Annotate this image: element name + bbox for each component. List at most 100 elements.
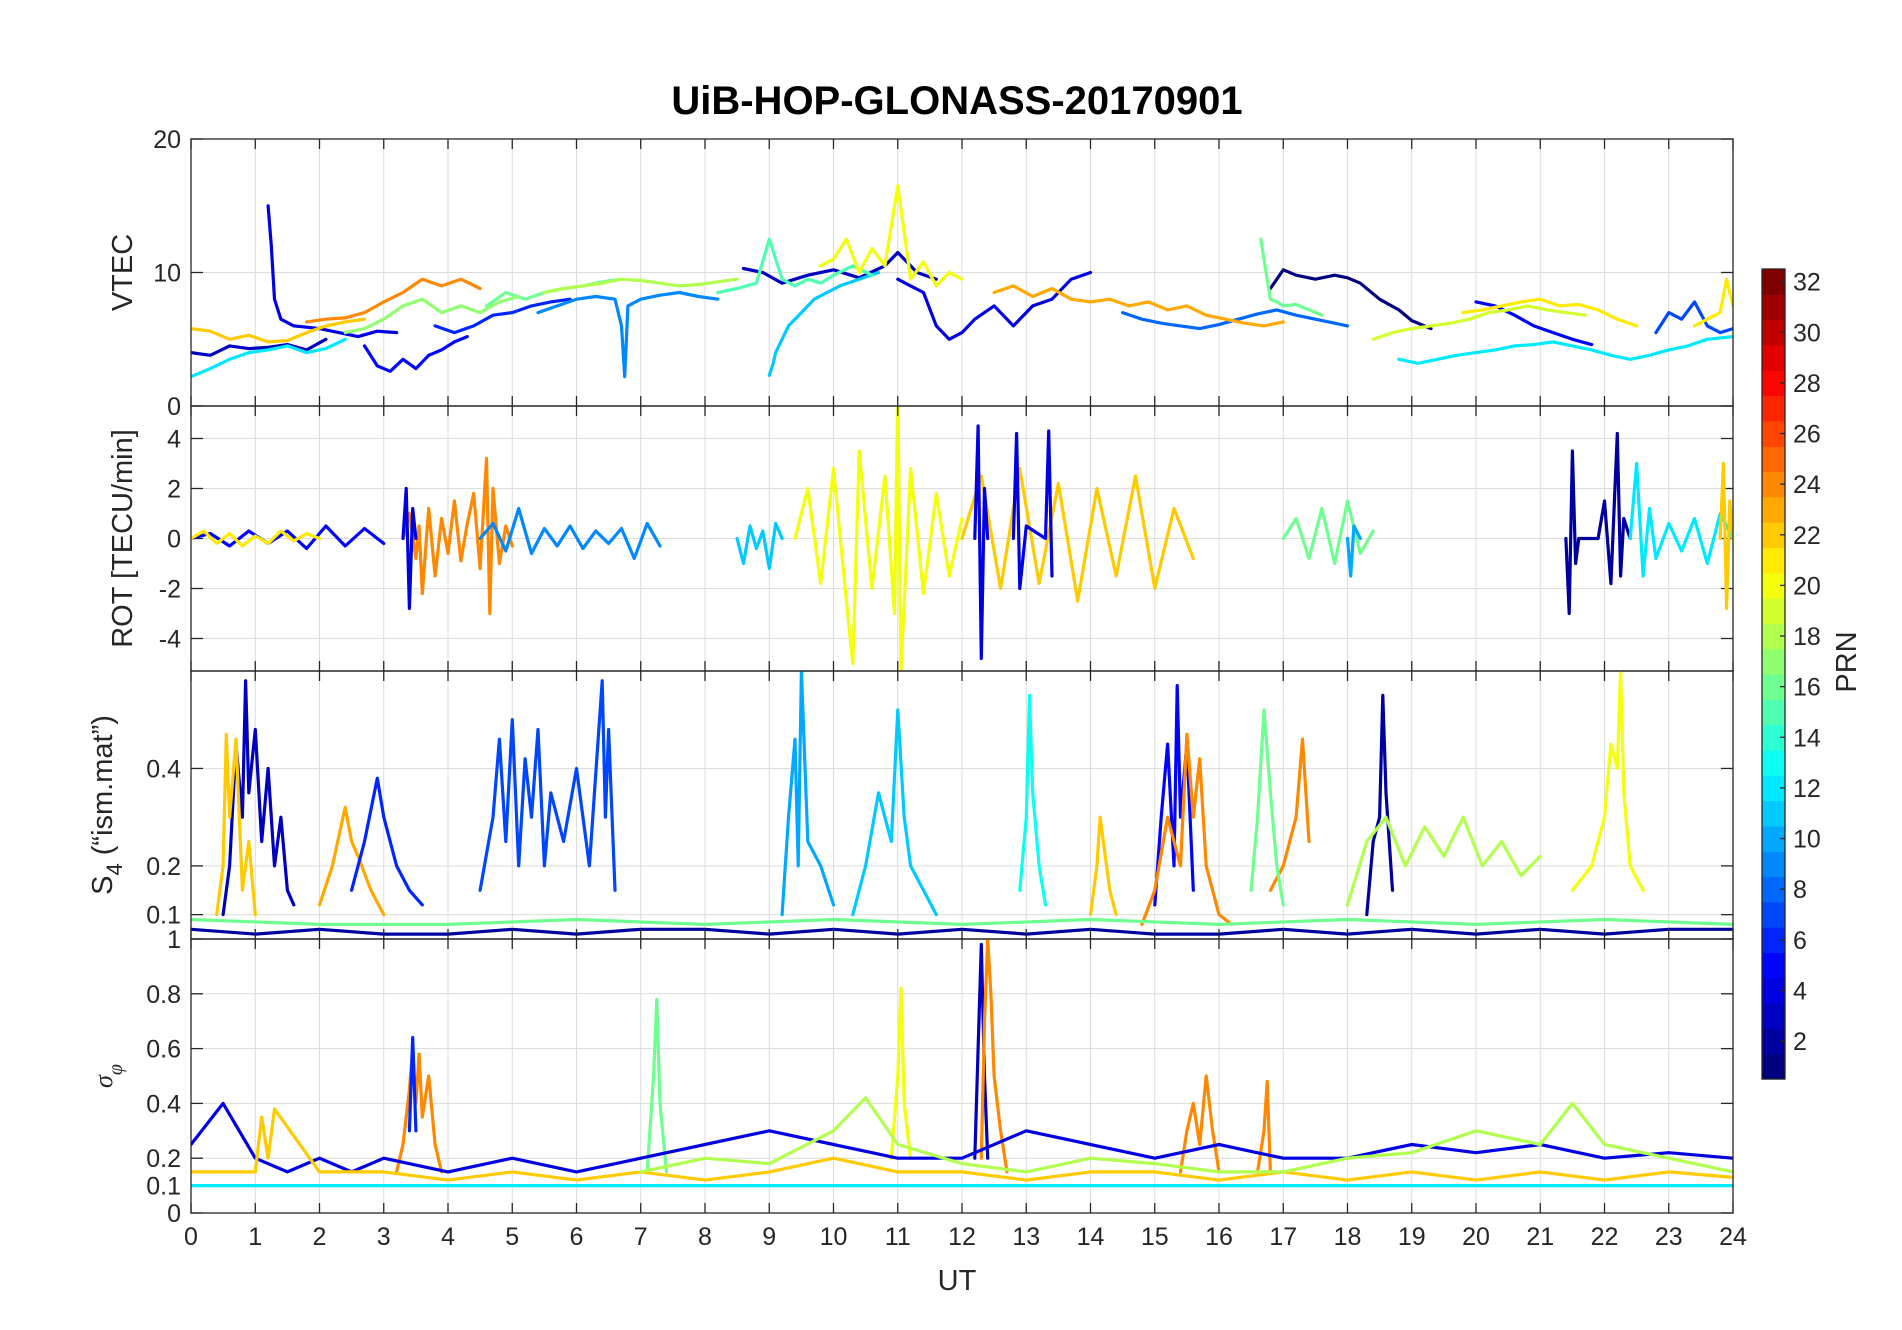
- colorbar-tick-label: 18: [1793, 623, 1821, 651]
- series-group: [191, 184, 1733, 379]
- series-line-prn-24: [1178, 1074, 1221, 1174]
- series-line-prn-4: [973, 424, 990, 661]
- series-line-prn-22: [960, 466, 1195, 603]
- y-tick-label: -4: [159, 626, 181, 654]
- colorbar-band: [1762, 851, 1785, 878]
- series-line-prn-4: [401, 486, 418, 611]
- colorbar-band: [1762, 598, 1785, 624]
- colorbar-band: [1762, 1053, 1785, 1080]
- y-tick-label: -2: [159, 576, 181, 604]
- x-tick-label: 5: [505, 1223, 519, 1251]
- series-line-prn-11: [851, 708, 938, 917]
- series-line-prn-10: [780, 671, 836, 917]
- series-line-prn-21: [1461, 297, 1639, 328]
- x-tick-label: 13: [1012, 1223, 1040, 1251]
- series-line-prn-16: [645, 997, 669, 1174]
- series-line-prn-22: [1088, 815, 1118, 917]
- x-tick-label: 12: [948, 1223, 976, 1251]
- x-tick-label: 10: [820, 1223, 848, 1251]
- y-axis-label: S4 (“ism.mat”): [87, 715, 127, 895]
- x-tick-label: 21: [1526, 1223, 1554, 1251]
- series-line-prn-22: [215, 732, 257, 917]
- colorbar-band: [1762, 496, 1785, 523]
- colorbar-band: [1762, 522, 1785, 549]
- series-line-prn-12: [1397, 335, 1733, 365]
- series-line-prn-2: [1564, 431, 1632, 616]
- colorbar-tick-label: 8: [1793, 876, 1807, 904]
- y-tick-label: 0.6: [146, 1036, 181, 1064]
- x-tick-label: 7: [634, 1223, 648, 1251]
- x-tick-label: 22: [1591, 1223, 1619, 1251]
- x-tick-label: 16: [1205, 1223, 1233, 1251]
- series-line-prn-22: [1718, 461, 1733, 611]
- y-tick-label: 1: [167, 926, 181, 954]
- colorbar-band: [1762, 420, 1785, 447]
- y-tick-label: 0.1: [146, 1173, 181, 1201]
- x-tick-label: 18: [1334, 1223, 1362, 1251]
- series-line-prn-20: [1570, 671, 1645, 892]
- x-axis-label: UT: [938, 1265, 977, 1297]
- colorbar-tick-label: 22: [1793, 522, 1821, 550]
- series-line-prn-16: [1249, 708, 1285, 907]
- colorbar-tick-label: 16: [1793, 674, 1821, 702]
- colorbar-band: [1762, 294, 1785, 321]
- series-line-prn-7: [478, 679, 617, 892]
- series-line-prn-17: [343, 294, 521, 335]
- series-line-prn-23: [992, 284, 1285, 328]
- x-tick-label: 14: [1077, 1223, 1105, 1251]
- colorbar-tick-label: 24: [1793, 471, 1821, 499]
- series-line-prn-8: [1120, 308, 1350, 331]
- x-tick-label: 4: [441, 1223, 455, 1251]
- series-line-prn-16: [191, 917, 1733, 927]
- series-line-prn-20: [793, 406, 964, 671]
- colorbar-band: [1762, 648, 1785, 675]
- series-line-prn-6: [433, 297, 572, 335]
- x-tick-label: 15: [1141, 1223, 1169, 1251]
- y-tick-label: 2: [167, 476, 181, 504]
- colorbar-band: [1762, 775, 1785, 802]
- y-tick-label: 0.4: [146, 755, 181, 783]
- colorbar-band: [1762, 1028, 1785, 1055]
- series-line-prn-12: [1628, 461, 1733, 578]
- colorbar-tick-label: 10: [1793, 826, 1821, 854]
- colorbar-band: [1762, 623, 1785, 650]
- y-axis-label: VTEC: [107, 234, 139, 311]
- series-line-prn-24: [401, 456, 514, 616]
- series-line-prn-2: [1365, 693, 1395, 917]
- series-line-prn-20: [889, 986, 913, 1160]
- series-line-prn-9: [536, 290, 720, 379]
- series-line-prn-4: [1011, 429, 1054, 591]
- series-line-prn-1: [1268, 268, 1433, 331]
- colorbar-band: [1762, 344, 1785, 371]
- series-line-prn-24: [1140, 732, 1234, 927]
- y-tick-label: 0: [167, 393, 181, 421]
- colorbar-band: [1762, 927, 1785, 954]
- x-tick-label: 2: [313, 1223, 327, 1251]
- colorbar-band: [1762, 674, 1785, 700]
- colorbar-band: [1762, 547, 1785, 574]
- series-line-prn-11: [767, 270, 881, 377]
- series-line-prn-3: [973, 942, 990, 1160]
- y-tick-label: 0.2: [146, 853, 181, 881]
- colorbar-tick-label: 4: [1793, 977, 1807, 1005]
- x-tick-label: 3: [377, 1223, 391, 1251]
- series-line-prn-16: [1259, 237, 1324, 317]
- colorbar-band: [1762, 876, 1785, 903]
- colorbar-tick-label: 20: [1793, 572, 1821, 600]
- series-line-prn-24: [979, 939, 1009, 1174]
- series-line-prn-9: [478, 506, 662, 561]
- colorbar-tick-label: 32: [1793, 269, 1821, 297]
- y-tick-label: 0: [167, 1200, 181, 1228]
- series-line-prn-18: [1345, 815, 1542, 907]
- series-line-prn-5: [191, 524, 386, 551]
- colorbar-frame: [1761, 268, 1786, 1080]
- colorbar-band: [1762, 749, 1785, 776]
- series-line-prn-11: [735, 521, 784, 571]
- series-line-prn-22: [191, 317, 367, 344]
- colorbar-band: [1762, 572, 1785, 599]
- panel-vtec: 0 10 20 VTEC: [107, 126, 1734, 421]
- series-line-prn-21: [1692, 277, 1733, 328]
- y-tick-label: 4: [167, 426, 181, 454]
- panel-rot: -4 -2 0 2 4 ROT [TECU/min]: [107, 405, 1734, 672]
- colorbar-band: [1762, 1003, 1785, 1029]
